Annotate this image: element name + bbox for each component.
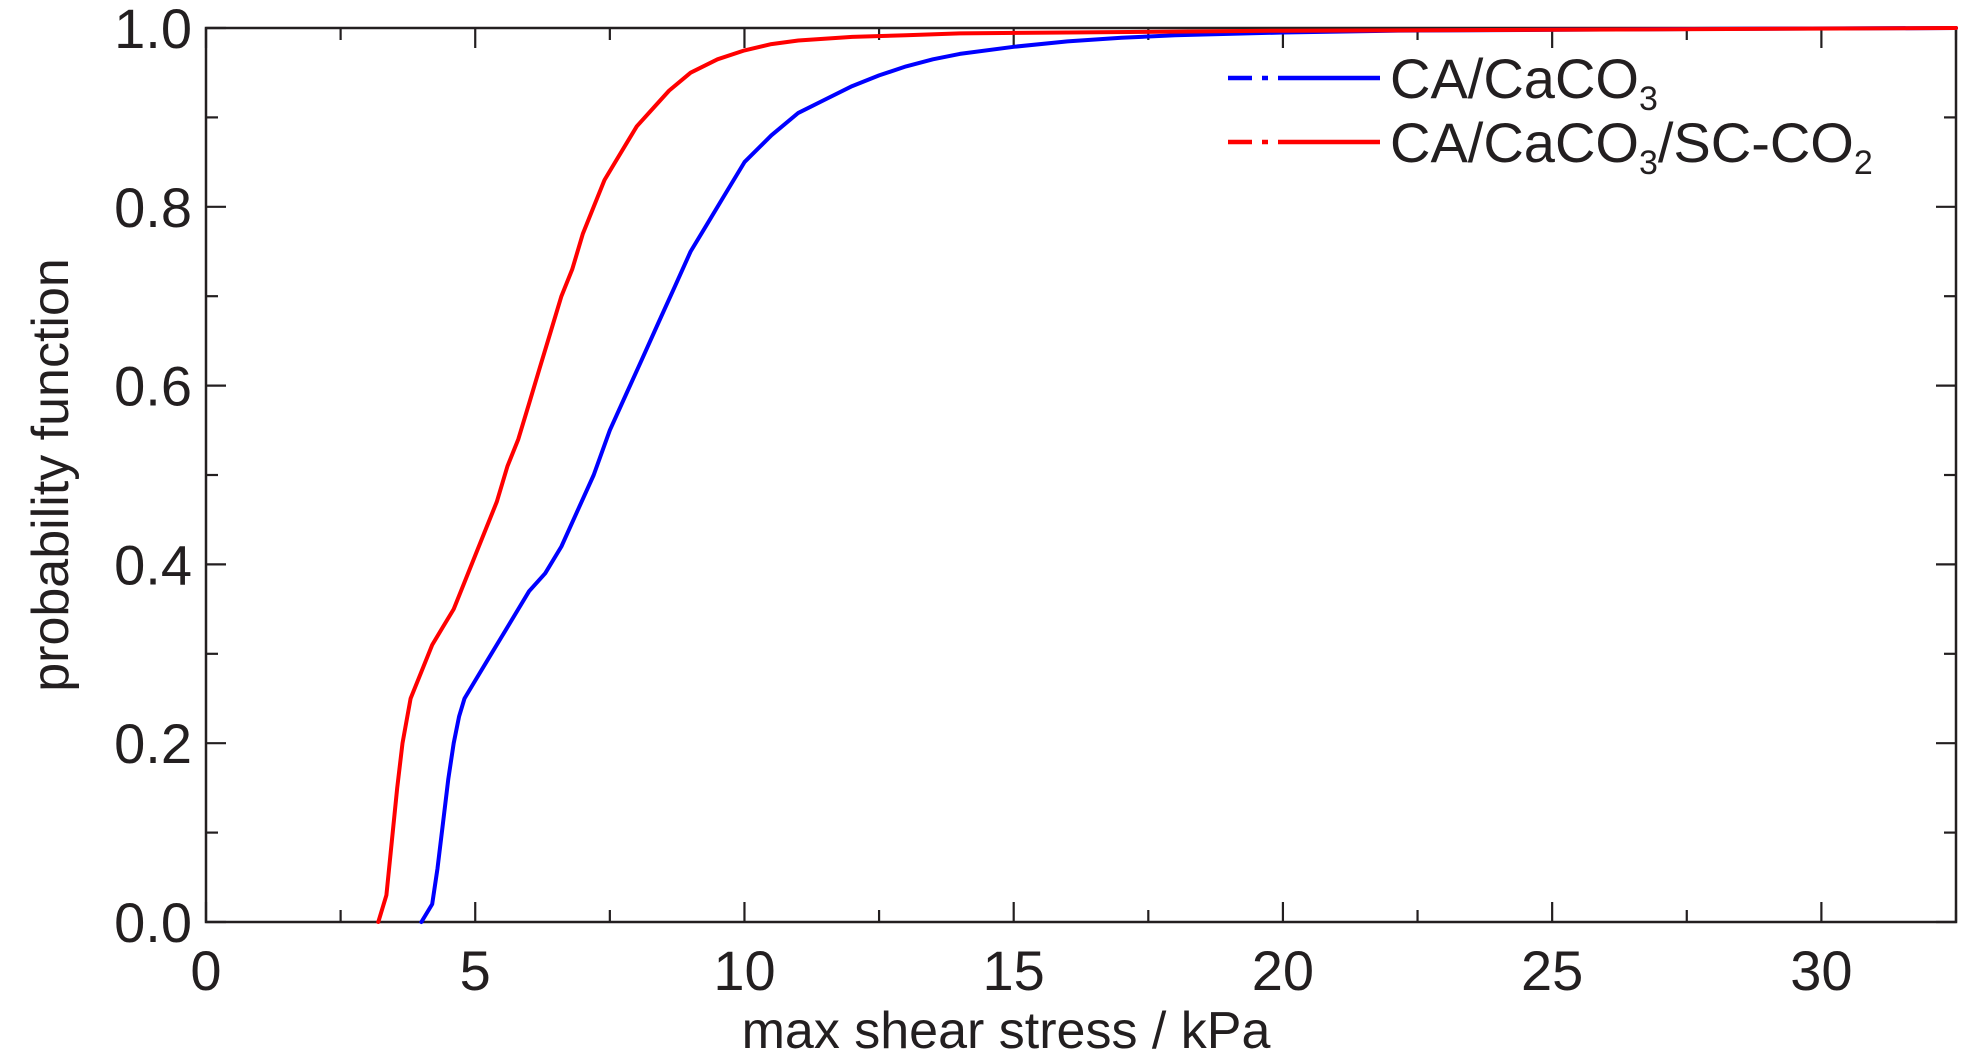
- x-tick-label: 20: [1252, 939, 1314, 1002]
- legend-label: CA/CaCO3: [1390, 47, 1658, 118]
- x-axis-title: max shear stress / kPa: [742, 1002, 1271, 1060]
- y-tick-label: 0.0: [114, 891, 192, 954]
- y-tick-label: 0.4: [114, 533, 192, 596]
- y-axis-title: probability function: [22, 258, 80, 692]
- x-tick-label: 0: [190, 939, 221, 1002]
- y-tick-label: 0.2: [114, 712, 192, 775]
- x-tick-label: 30: [1790, 939, 1852, 1002]
- x-tick-label: 25: [1521, 939, 1583, 1002]
- series-line-2: [376, 26, 1958, 924]
- y-tick-label: 0.6: [114, 355, 192, 418]
- legend-entry-1: CA/CaCO3: [1228, 47, 1658, 118]
- legend-entry-2: CA/CaCO3/SC-CO2: [1228, 111, 1873, 182]
- legend-label: CA/CaCO3/SC-CO2: [1390, 111, 1873, 182]
- series-line-1: [419, 26, 1958, 924]
- x-tick-label: 10: [713, 939, 775, 1002]
- y-tick-label: 1.0: [114, 0, 192, 60]
- series-lines: [376, 26, 1958, 924]
- x-tick-label: 5: [460, 939, 491, 1002]
- x-tick-label: 15: [983, 939, 1045, 1002]
- y-tick-label: 0.8: [114, 176, 192, 239]
- axis-tick-labels: 0 5 10 15 20 25 30 0.0 0.2 0.4 0.6 0.8 1.0: [114, 0, 1852, 1002]
